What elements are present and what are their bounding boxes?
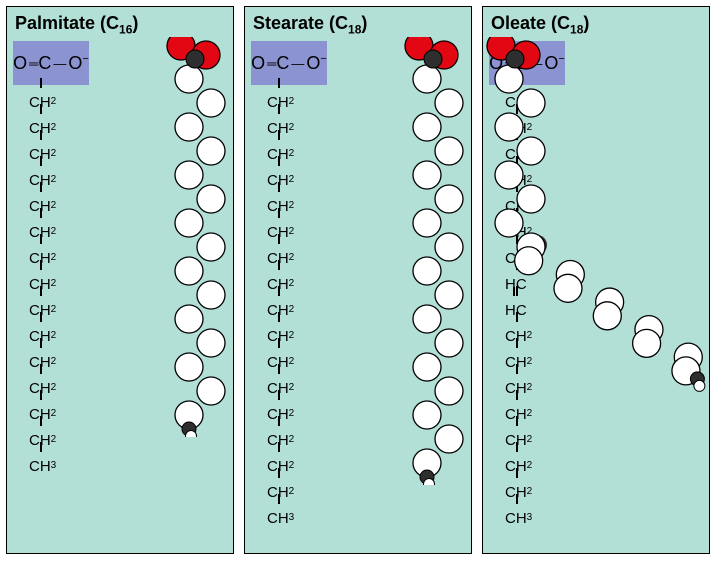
panel-1: Stearate (C18)O═C—O−CH2CH2CH2CH2CH2CH2CH… — [244, 6, 472, 554]
space-filling-model — [403, 37, 467, 490]
carboxyl-dbond: ═ — [267, 56, 274, 71]
carboxyl-O-right: O− — [306, 53, 326, 74]
carboxyl-box: O═C—O− — [13, 41, 89, 85]
panel-title: Stearate (C18) — [253, 13, 367, 37]
carboxyl-C: C — [38, 53, 51, 74]
space-filling-model — [165, 37, 229, 442]
carboxyl-sbond: — — [291, 56, 304, 71]
carboxyl-C: C — [276, 53, 289, 74]
panel-2: Oleate (C18)O═C—O−CH2CH2CH2CH2CH2CH2CH2H… — [482, 6, 710, 554]
panel-title: Oleate (C18) — [491, 13, 589, 37]
panel-title: Palmitate (C16) — [15, 13, 138, 37]
carboxyl-O-right: O− — [68, 53, 88, 74]
carboxyl-O-left: O — [251, 53, 265, 74]
carboxyl-sbond: — — [53, 56, 66, 71]
carboxyl-O-left: O — [13, 53, 27, 74]
space-filling-model — [485, 37, 707, 398]
carboxyl-box: O═C—O− — [251, 41, 327, 85]
carboxyl-dbond: ═ — [29, 56, 36, 71]
panel-0: Palmitate (C16)O═C—O−CH2CH2CH2CH2CH2CH2C… — [6, 6, 234, 554]
